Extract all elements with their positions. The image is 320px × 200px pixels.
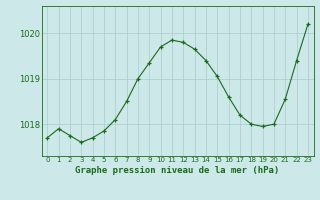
X-axis label: Graphe pression niveau de la mer (hPa): Graphe pression niveau de la mer (hPa)	[76, 166, 280, 175]
